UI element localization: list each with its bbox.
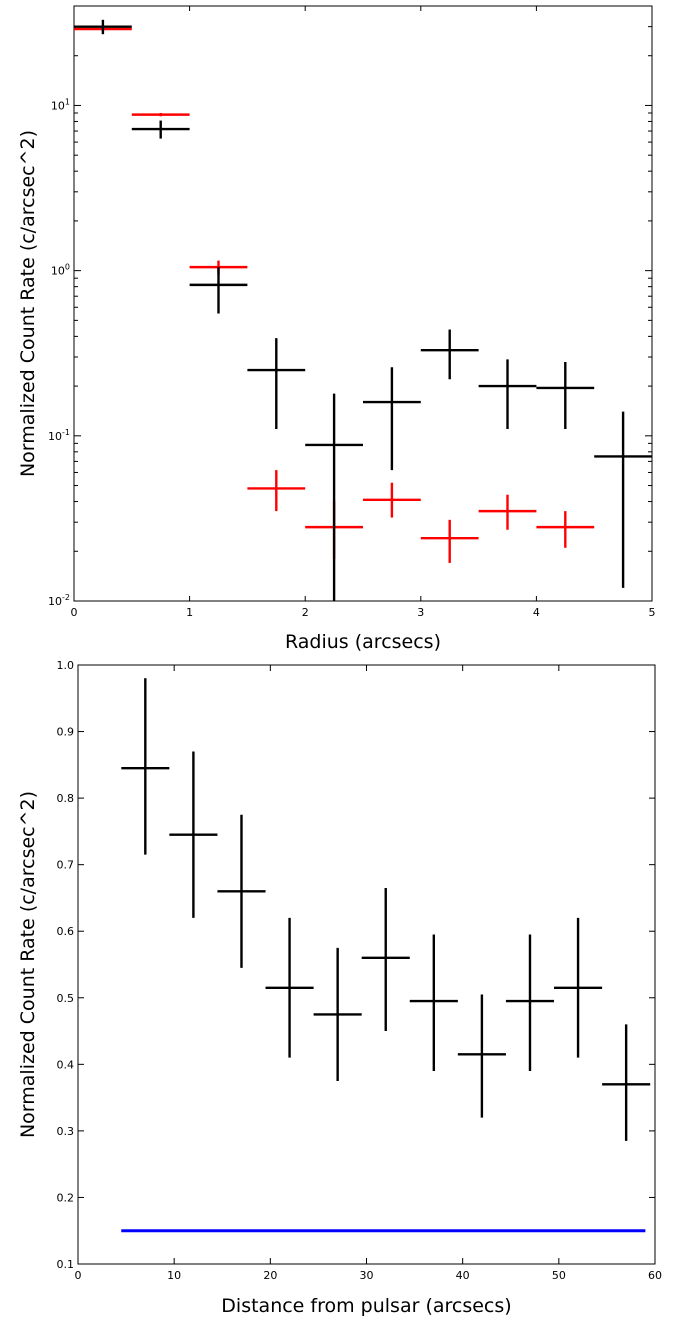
data-point — [457, 994, 506, 1118]
y-tick-label: 10-1 — [48, 428, 70, 443]
data-point — [131, 113, 190, 117]
data-point — [363, 482, 421, 518]
x-tick-label: 5 — [649, 606, 656, 619]
data-point — [554, 917, 603, 1058]
data-point — [121, 678, 170, 855]
y-tick-label: 100 — [51, 263, 70, 278]
y-tick-label: 0.7 — [57, 859, 75, 872]
y-tick-label: 10-2 — [48, 593, 70, 608]
y-tick-label: 0.1 — [57, 1258, 75, 1271]
data-point — [265, 917, 314, 1058]
chart-top: 0 1 2 3 4 5 10-2 10-1 100 101 Radius (arcsecs) Norm… — [17, 5, 656, 653]
axes-frame — [73, 5, 653, 602]
data-point — [169, 751, 218, 918]
data-point — [478, 359, 537, 429]
y-tick-label: 0.5 — [57, 992, 75, 1005]
data-point — [420, 519, 479, 563]
y-tick-label: 0.3 — [57, 1125, 75, 1138]
x-tick-label: 60 — [648, 1269, 662, 1282]
data-point — [536, 511, 595, 548]
data-point — [74, 19, 132, 35]
x-tick-label: 0 — [71, 606, 78, 619]
x-tick-label: 3 — [417, 606, 424, 619]
chart-bottom: 0 10 20 30 40 50 60 0.1 0.2 0.3 0.4 0.5 0.6 0.7 0.8 0.9… — [17, 659, 662, 1317]
y-axis-label: Normalized Count Rate (c/arcsec^2) — [17, 130, 39, 477]
x-axis-label: Distance from pulsar (arcsecs) — [221, 1295, 511, 1317]
data-point — [505, 934, 555, 1071]
x-tick-label: 50 — [552, 1269, 566, 1282]
data-point — [536, 361, 595, 429]
data-point — [409, 934, 458, 1071]
x-tick-label: 10 — [167, 1269, 181, 1282]
x-tick-label: 4 — [533, 606, 540, 619]
y-tick-label: 0.6 — [57, 925, 75, 938]
data-point — [217, 814, 266, 968]
y-tick-label: 1.0 — [57, 659, 75, 672]
x-tick-label: 20 — [263, 1269, 277, 1282]
y-tick-label: 101 — [51, 97, 70, 112]
data-point — [478, 494, 537, 530]
x-tick-label: 1 — [186, 606, 193, 619]
data-point — [602, 1024, 651, 1141]
data-point — [420, 329, 479, 380]
y-tick-label: 0.9 — [57, 726, 75, 739]
y-tick-label: 0.2 — [57, 1191, 75, 1204]
x-tick-label: 30 — [360, 1269, 374, 1282]
x-tick-label: 40 — [456, 1269, 470, 1282]
x-axis-label: Radius (arcsecs) — [285, 631, 441, 653]
data-point — [305, 393, 363, 601]
data-point — [189, 267, 248, 314]
y-tick-label: 0.4 — [57, 1058, 75, 1071]
x-tick-label: 2 — [302, 606, 309, 619]
data-point — [247, 338, 306, 429]
data-point — [363, 367, 421, 471]
axes-frame — [77, 664, 656, 1265]
data-point — [313, 947, 362, 1081]
data-point — [361, 887, 410, 1032]
y-tick-label: 0.8 — [57, 792, 75, 805]
data-point — [247, 470, 306, 512]
x-tick-label: 0 — [75, 1269, 82, 1282]
data-point — [131, 120, 190, 139]
data-point — [594, 411, 652, 588]
y-axis-label: Normalized Count Rate (c/arcsec^2) — [17, 791, 39, 1138]
